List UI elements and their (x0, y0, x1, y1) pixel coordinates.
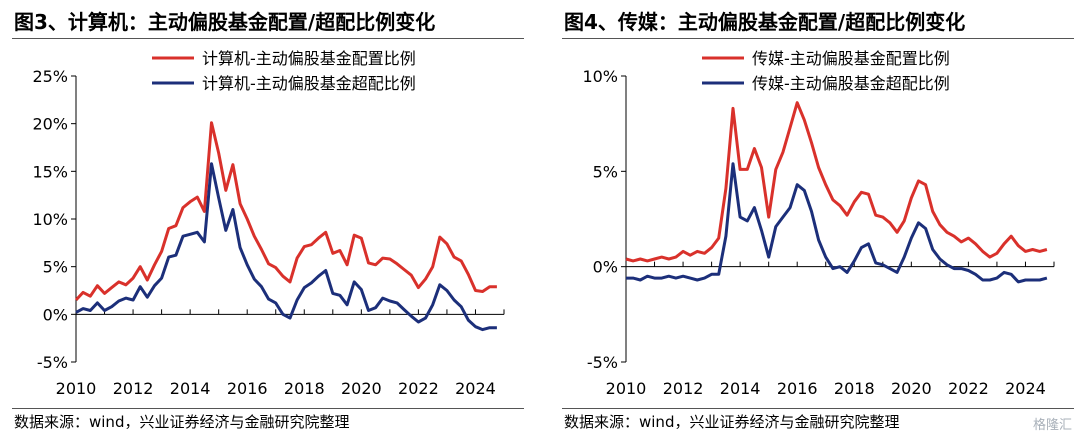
y-tick-label: 25% (32, 67, 68, 86)
y-tick-label: -5% (587, 353, 618, 372)
x-tick-label: 2014 (720, 379, 761, 398)
chart-panel-computer: 图3、计算机：主动偏股基金配置/超配比例变化 -5% 0% 5% 10% 15% 20% 2… (0, 0, 530, 437)
line-chart-media: -5% 0% 5% 10% 2010 2012 2014 2016 2018 2020 2022 20… (582, 49, 1055, 398)
legend-label: 计算机-主动偏股基金配置比例 (202, 49, 416, 68)
line-chart-computer: -5% 0% 5% 10% 15% 20% 25% 2010 2012 2014 2016 2018 2… (32, 49, 505, 398)
series-line-allocation (74, 121, 497, 302)
chart-title: 图4、传媒：主动偏股基金配置/超配比例变化 (564, 10, 966, 34)
legend-label: 计算机-主动偏股基金超配比例 (202, 74, 416, 93)
legend-label: 传媒-主动偏股基金配置比例 (752, 49, 950, 68)
x-tick-label: 2010 (606, 379, 647, 398)
source-divider (562, 408, 1074, 409)
series-line-overweight (626, 162, 1048, 284)
y-tick-label: 15% (32, 162, 68, 181)
y-tick-label: 5% (593, 162, 618, 181)
y-tick-label: 20% (32, 115, 68, 134)
chart-panel-media: 图4、传媒：主动偏股基金配置/超配比例变化 -5% 0% 5% 10% 2010 2012… (550, 0, 1080, 437)
x-tick-label: 2012 (113, 379, 154, 398)
title-divider (12, 38, 524, 39)
x-tick-label: 2018 (284, 379, 325, 398)
y-tick-label: 10% (32, 210, 68, 229)
x-tick-label: 2024 (455, 379, 496, 398)
x-tick-label: 2012 (663, 379, 704, 398)
y-tick-label: 10% (582, 67, 618, 86)
series-line-allocation (625, 101, 1048, 263)
x-tick-label: 2020 (341, 379, 382, 398)
series-line-overweight (75, 162, 497, 332)
source-note: 数据来源：wind，兴业证券经济与金融研究院整理 (14, 413, 350, 431)
source-note: 数据来源：wind，兴业证券经济与金融研究院整理 (564, 413, 900, 431)
x-tick-label: 2022 (398, 379, 439, 398)
y-tick-label: -5% (37, 353, 68, 372)
source-divider (12, 408, 524, 409)
x-tick-label: 2010 (56, 379, 97, 398)
x-tick-label: 2016 (227, 379, 268, 398)
y-tick-label: 5% (43, 258, 68, 277)
title-divider (562, 38, 1074, 39)
y-tick-label: 0% (593, 258, 618, 277)
x-tick-label: 2016 (777, 379, 818, 398)
x-tick-label: 2014 (170, 379, 211, 398)
watermark: 格隆汇 (1032, 418, 1072, 433)
chart-title: 图3、计算机：主动偏股基金配置/超配比例变化 (14, 10, 436, 34)
x-tick-label: 2022 (948, 379, 989, 398)
x-tick-label: 2018 (834, 379, 875, 398)
x-tick-label: 2024 (1005, 379, 1046, 398)
legend-label: 传媒-主动偏股基金超配比例 (752, 74, 950, 93)
y-tick-label: 0% (43, 305, 68, 324)
x-tick-label: 2020 (891, 379, 932, 398)
